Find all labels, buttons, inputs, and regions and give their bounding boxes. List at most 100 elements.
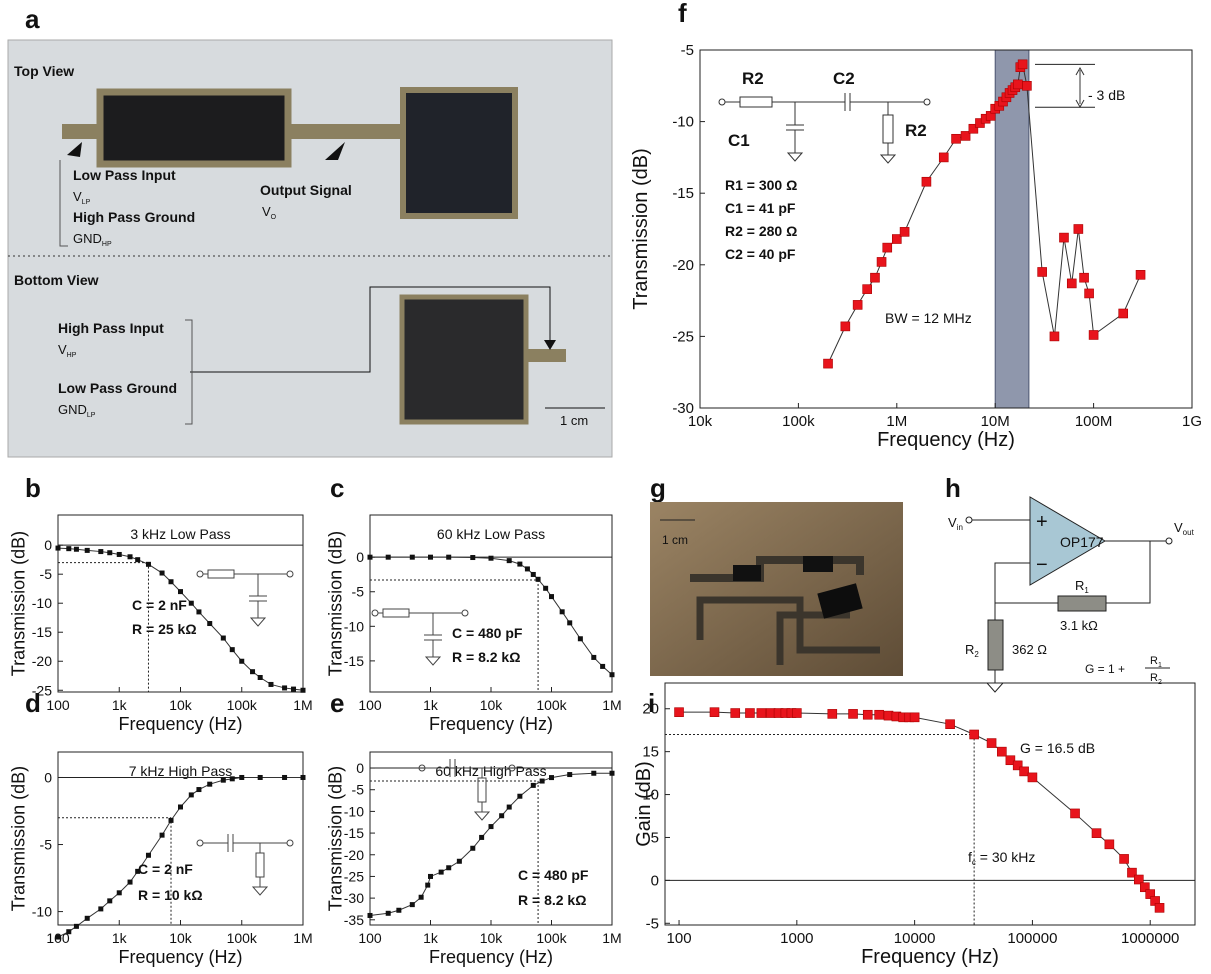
marker: [540, 779, 545, 784]
marker: [1013, 80, 1022, 89]
x-tick-label: 100k: [227, 697, 258, 713]
marker: [1059, 233, 1068, 242]
marker: [117, 552, 122, 557]
marker: [1105, 840, 1114, 849]
marker: [189, 601, 194, 606]
x-tick-label: 1k: [423, 697, 439, 713]
marker: [160, 571, 165, 576]
ground: [881, 155, 895, 163]
marker: [875, 710, 884, 719]
marker: [1028, 773, 1037, 782]
marker: [922, 177, 931, 186]
marker: [479, 835, 484, 840]
marker: [745, 709, 754, 718]
marker: [567, 620, 572, 625]
marker: [853, 300, 862, 309]
annotation: R = 8.2 kΩ: [518, 892, 586, 908]
marker: [470, 846, 475, 851]
chart-title: 60 kHz High Pass: [435, 763, 546, 779]
marker: [900, 227, 909, 236]
annotation: G = 16.5 dB: [1020, 740, 1095, 756]
marker: [368, 555, 373, 560]
scale-label: 1 cm: [662, 533, 688, 547]
chart-title: 3 kHz Low Pass: [130, 526, 230, 542]
marker: [997, 747, 1006, 756]
marker: [56, 546, 61, 551]
marker: [146, 853, 151, 858]
marker: [531, 572, 536, 577]
terminal: [462, 610, 468, 616]
marker: [1092, 829, 1101, 838]
marker: [507, 805, 512, 810]
y-axis-label: Transmission (dB): [8, 531, 28, 676]
marker: [66, 929, 71, 934]
x-tick-label: 1M: [602, 697, 621, 713]
x-tick-label: 100k: [536, 930, 567, 946]
x-tick-label: 1000: [780, 930, 813, 947]
y-tick-label: -20: [672, 257, 694, 274]
circuit-icon: [197, 834, 293, 895]
y-axis-label: Transmission (dB): [325, 766, 345, 911]
x-tick-label: 100k: [227, 930, 258, 946]
marker: [410, 555, 415, 560]
panel-letter: b: [25, 473, 41, 503]
y-tick-label: -5: [40, 837, 53, 853]
plus: +: [1036, 511, 1048, 533]
marker: [675, 708, 684, 717]
capacitor-block: [402, 297, 526, 422]
marker: [877, 257, 886, 266]
symbol: R1: [1150, 655, 1162, 669]
circuit-icon: [197, 570, 293, 626]
annotation: BW = 12 MHz: [885, 310, 972, 326]
x-tick-label: 10000: [894, 930, 936, 947]
y-tick-label: -10: [32, 595, 52, 611]
marker: [578, 636, 583, 641]
resistor: [478, 778, 486, 802]
marker: [207, 621, 212, 626]
terminal: [287, 571, 293, 577]
series-line: [58, 548, 303, 690]
y-tick-label: -5: [352, 584, 365, 600]
marker: [946, 720, 955, 729]
x-tick-label: 100: [46, 697, 70, 713]
marker: [446, 865, 451, 870]
marker: [425, 883, 430, 888]
annotation: R2: [905, 121, 927, 140]
marker: [85, 548, 90, 553]
y-tick-label: -5: [40, 566, 53, 582]
marker: [610, 672, 615, 677]
y-tick-label: -20: [32, 653, 52, 669]
ground: [987, 683, 1003, 692]
panel-letter: c: [330, 473, 344, 503]
marker: [74, 924, 79, 929]
terminal: [197, 840, 203, 846]
x-tick-label: 100: [358, 697, 382, 713]
x-tick-label: 10k: [169, 697, 193, 713]
marker: [792, 709, 801, 718]
marker: [117, 890, 122, 895]
amp-label: OP177: [1060, 534, 1104, 550]
label: Bottom View: [14, 272, 99, 288]
marker: [419, 895, 424, 900]
x-tick-label: 10k: [480, 697, 504, 713]
marker: [507, 558, 512, 563]
x-tick-label: 1k: [423, 930, 439, 946]
marker: [883, 243, 892, 252]
marker: [910, 713, 919, 722]
resistor: [883, 115, 893, 143]
ground: [253, 887, 267, 895]
marker: [591, 771, 596, 776]
marker: [549, 594, 554, 599]
marker: [536, 577, 541, 582]
y-axis-label: Transmission (dB): [8, 766, 28, 911]
x-tick-label: 1000000: [1121, 930, 1179, 947]
y-axis-label: Transmission (dB): [630, 148, 652, 310]
annotation: C2: [833, 69, 855, 88]
marker: [258, 775, 263, 780]
annotation: fc = 30 kHz: [968, 849, 1035, 867]
marker: [470, 555, 475, 560]
x-tick-label: 1M: [886, 413, 907, 430]
label: Low Pass Input: [73, 167, 176, 183]
panel-letter: d: [25, 688, 41, 718]
x-tick-label: 100M: [1075, 413, 1113, 430]
